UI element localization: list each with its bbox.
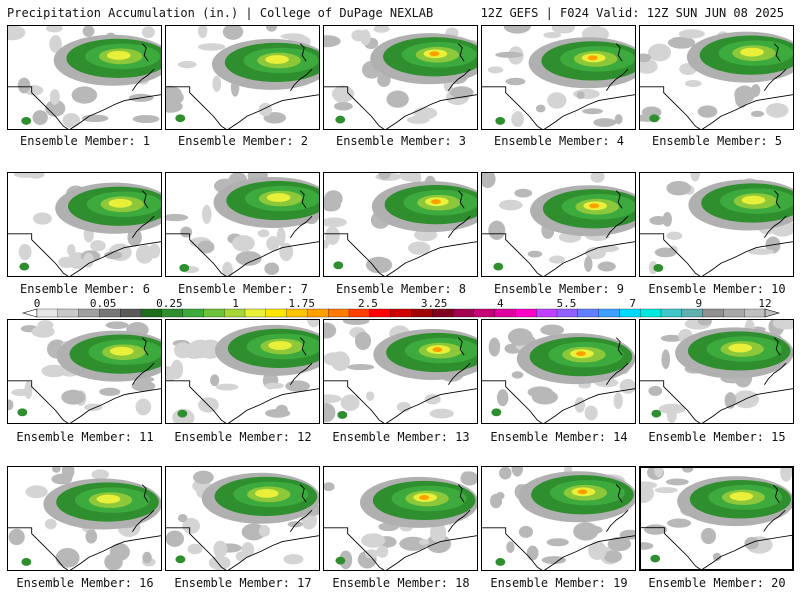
ensemble-member-map[interactable] — [323, 25, 478, 130]
colorbar-swatch — [744, 308, 766, 318]
colorbar-swatch — [36, 308, 59, 318]
colorbar-swatch — [411, 308, 433, 318]
colorbar-swatch — [120, 308, 142, 318]
ensemble-member-map[interactable] — [323, 319, 478, 424]
colorbar-swatch — [390, 308, 412, 318]
colorbar-tick-label: 9 — [695, 297, 703, 310]
ensemble-member-map[interactable] — [165, 172, 320, 277]
ensemble-member-map[interactable] — [639, 319, 794, 424]
ensemble-member-map[interactable] — [639, 25, 794, 130]
colorbar-swatch — [57, 308, 80, 318]
colorbar-swatch — [432, 308, 454, 318]
colorbar-swatch — [99, 308, 121, 318]
member-label: Ensemble Member: 20 — [648, 576, 786, 590]
member-label: Ensemble Member: 10 — [648, 282, 786, 296]
ensemble-member-map[interactable] — [481, 25, 636, 130]
colorbar-swatch — [619, 308, 641, 318]
ensemble-member-map[interactable] — [7, 172, 162, 277]
member-label: Ensemble Member: 3 — [335, 134, 467, 148]
colorbar-swatch — [78, 308, 100, 318]
ensemble-member-map[interactable] — [323, 172, 478, 277]
ensemble-member-map[interactable] — [639, 172, 794, 277]
colorbar-swatch — [348, 308, 371, 318]
colorbar-tick-label: 0 — [33, 297, 41, 310]
colorbar-swatch — [328, 308, 350, 318]
colorbar-swatch — [556, 308, 579, 318]
colorbar-swatch — [203, 308, 225, 318]
colorbar-tick-label: 4 — [496, 297, 504, 310]
colorbar-swatch — [640, 308, 662, 318]
member-label: Ensemble Member: 11 — [16, 430, 154, 444]
map-title: Precipitation Accumulation (in.) | Colle… — [7, 6, 434, 20]
colorbar-swatch — [660, 308, 683, 318]
colorbar-swatch — [161, 308, 184, 318]
colorbar-swatch — [473, 308, 496, 318]
member-label: Ensemble Member: 2 — [177, 134, 309, 148]
colorbar-swatch — [577, 308, 600, 318]
member-label: Ensemble Member: 1 — [19, 134, 151, 148]
colorbar-tick-label: 5.5 — [556, 297, 577, 310]
member-label: Ensemble Member: 18 — [332, 576, 470, 590]
ensemble-member-map[interactable] — [481, 172, 636, 277]
colorbar-arrow — [21, 308, 38, 318]
member-label: Ensemble Member: 9 — [493, 282, 625, 296]
ensemble-member-map[interactable] — [165, 466, 320, 571]
colorbar-swatch — [598, 308, 620, 318]
member-label: Ensemble Member: 19 — [490, 576, 628, 590]
colorbar-swatch — [452, 308, 475, 318]
colorbar-swatch — [286, 308, 308, 318]
colorbar-swatch — [244, 308, 267, 318]
ensemble-member-map[interactable] — [165, 25, 320, 130]
colorbar-swatch — [265, 308, 288, 318]
colorbar-swatch — [702, 308, 724, 318]
colorbar-swatch — [182, 308, 204, 318]
colorbar-swatch — [723, 308, 745, 318]
member-label: Ensemble Member: 16 — [16, 576, 154, 590]
member-label: Ensemble Member: 4 — [493, 134, 625, 148]
ensemble-member-map[interactable] — [323, 466, 478, 571]
colorbar-tick-label: 2.5 — [357, 297, 378, 310]
colorbar-swatch — [307, 308, 329, 318]
ensemble-member-map[interactable] — [481, 319, 636, 424]
ensemble-member-map[interactable] — [481, 466, 636, 571]
member-label: Ensemble Member: 8 — [335, 282, 467, 296]
ensemble-member-map[interactable] — [7, 25, 162, 130]
colorbar-swatch — [515, 308, 537, 318]
ensemble-member-map[interactable] — [639, 466, 794, 571]
member-label: Ensemble Member: 14 — [490, 430, 628, 444]
colorbar-swatch — [536, 308, 558, 318]
ensemble-member-map[interactable] — [165, 319, 320, 424]
colorbar-swatch — [224, 308, 246, 318]
colorbar-tick-label: 3.25 — [420, 297, 448, 310]
ensemble-member-map[interactable] — [7, 319, 162, 424]
member-label: Ensemble Member: 12 — [174, 430, 312, 444]
colorbar-arrow — [764, 308, 781, 318]
member-label: Ensemble Member: 7 — [177, 282, 309, 296]
colorbar-swatch — [494, 308, 516, 318]
colorbar-swatch — [369, 308, 392, 318]
member-label: Ensemble Member: 17 — [174, 576, 312, 590]
member-label: Ensemble Member: 13 — [332, 430, 470, 444]
colorbar-swatch — [140, 308, 163, 318]
colorbar-tick-label: 7 — [629, 297, 636, 310]
member-label: Ensemble Member: 6 — [19, 282, 151, 296]
member-label: Ensemble Member: 15 — [648, 430, 786, 444]
colorbar-tick-label: 0.25 — [156, 297, 183, 310]
member-label: Ensemble Member: 5 — [651, 134, 783, 148]
colorbar-tick-label: 1 — [232, 297, 239, 310]
ensemble-member-map[interactable] — [7, 466, 162, 571]
colorbar-tick-label: 1.75 — [288, 297, 315, 310]
colorbar-tick-label: 0.05 — [89, 297, 117, 310]
run-info: 12Z GEFS | F024 Valid: 12Z SUN JUN 08 20… — [480, 6, 784, 20]
colorbar-tick-label: 12 — [758, 297, 772, 310]
colorbar-swatch — [681, 308, 704, 318]
